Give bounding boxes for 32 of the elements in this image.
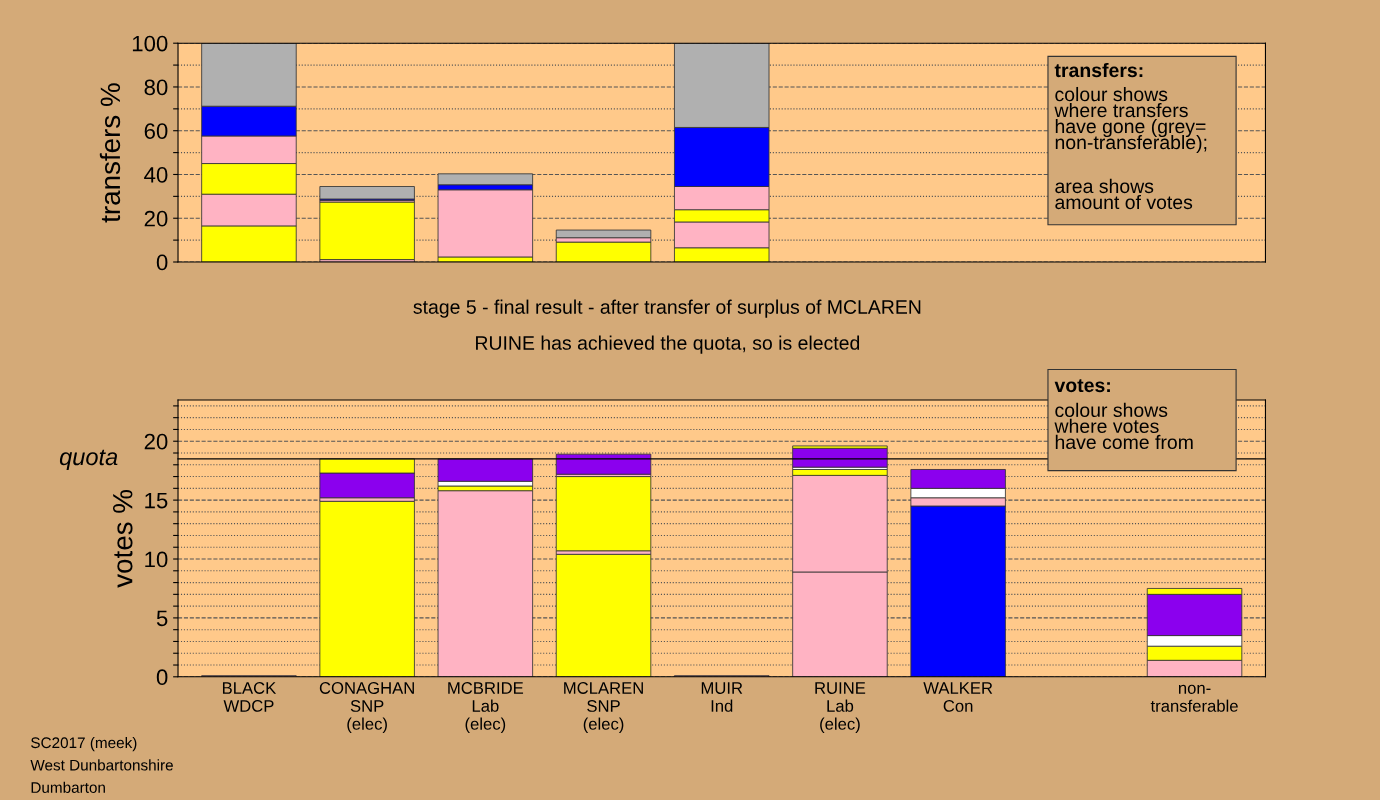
text: Dumbarton [31, 781, 105, 793]
x-tick-label: MUIR Ind [701, 682, 743, 712]
x-tick-label: non- transferable [1150, 684, 1238, 712]
y-tick-label: 80 [144, 79, 168, 96]
annotation: colour shows where votes have come from [1054, 402, 1193, 450]
x-tick-label: RUINE Lab (elec) [815, 682, 866, 734]
x-tick-label: BLACK WDCP [222, 682, 277, 712]
y-tick-label: 0 [156, 254, 168, 271]
x-tick-label: MCBRIDE Lab (elec) [448, 682, 524, 734]
annotation: area shows amount of votes [1055, 178, 1193, 210]
y-tick-label: 15 [145, 492, 168, 509]
y-tick-label: 10 [145, 551, 168, 568]
y-tick-label: 5 [156, 610, 168, 627]
x-tick-label: MCLAREN SNP (elec) [564, 682, 643, 734]
annotation: colour shows where transfers have gone (grey= non-transferable); [1054, 86, 1207, 154]
y-tick-label: 0 [156, 669, 168, 686]
x-tick-label: CONAGHAN SNP (elec) [319, 682, 414, 734]
y-axis-title: transfers % [99, 83, 121, 223]
y-axis-title: votes % [112, 489, 133, 588]
chart-subtitle: RUINE has achieved the quota, so is elected [476, 335, 860, 354]
ref-line-label: quota [59, 449, 118, 470]
y-tick-label: 20 [144, 433, 168, 450]
y-tick-label: 100 [132, 35, 168, 52]
y-tick-label: 60 [144, 123, 168, 139]
y-tick-label: 20 [144, 210, 168, 227]
text: votes: [1054, 379, 1110, 393]
y-tick-label: 40 [144, 167, 168, 183]
x-tick-label: WALKER Con [923, 682, 993, 712]
annotation: transfers: [1054, 62, 1143, 78]
text: SC2017 (meek) [31, 736, 137, 752]
chart-title: stage 5 - final result - after transfer of surplus of MCLAREN [413, 299, 921, 318]
text: West Dunbartonshire [30, 759, 173, 771]
